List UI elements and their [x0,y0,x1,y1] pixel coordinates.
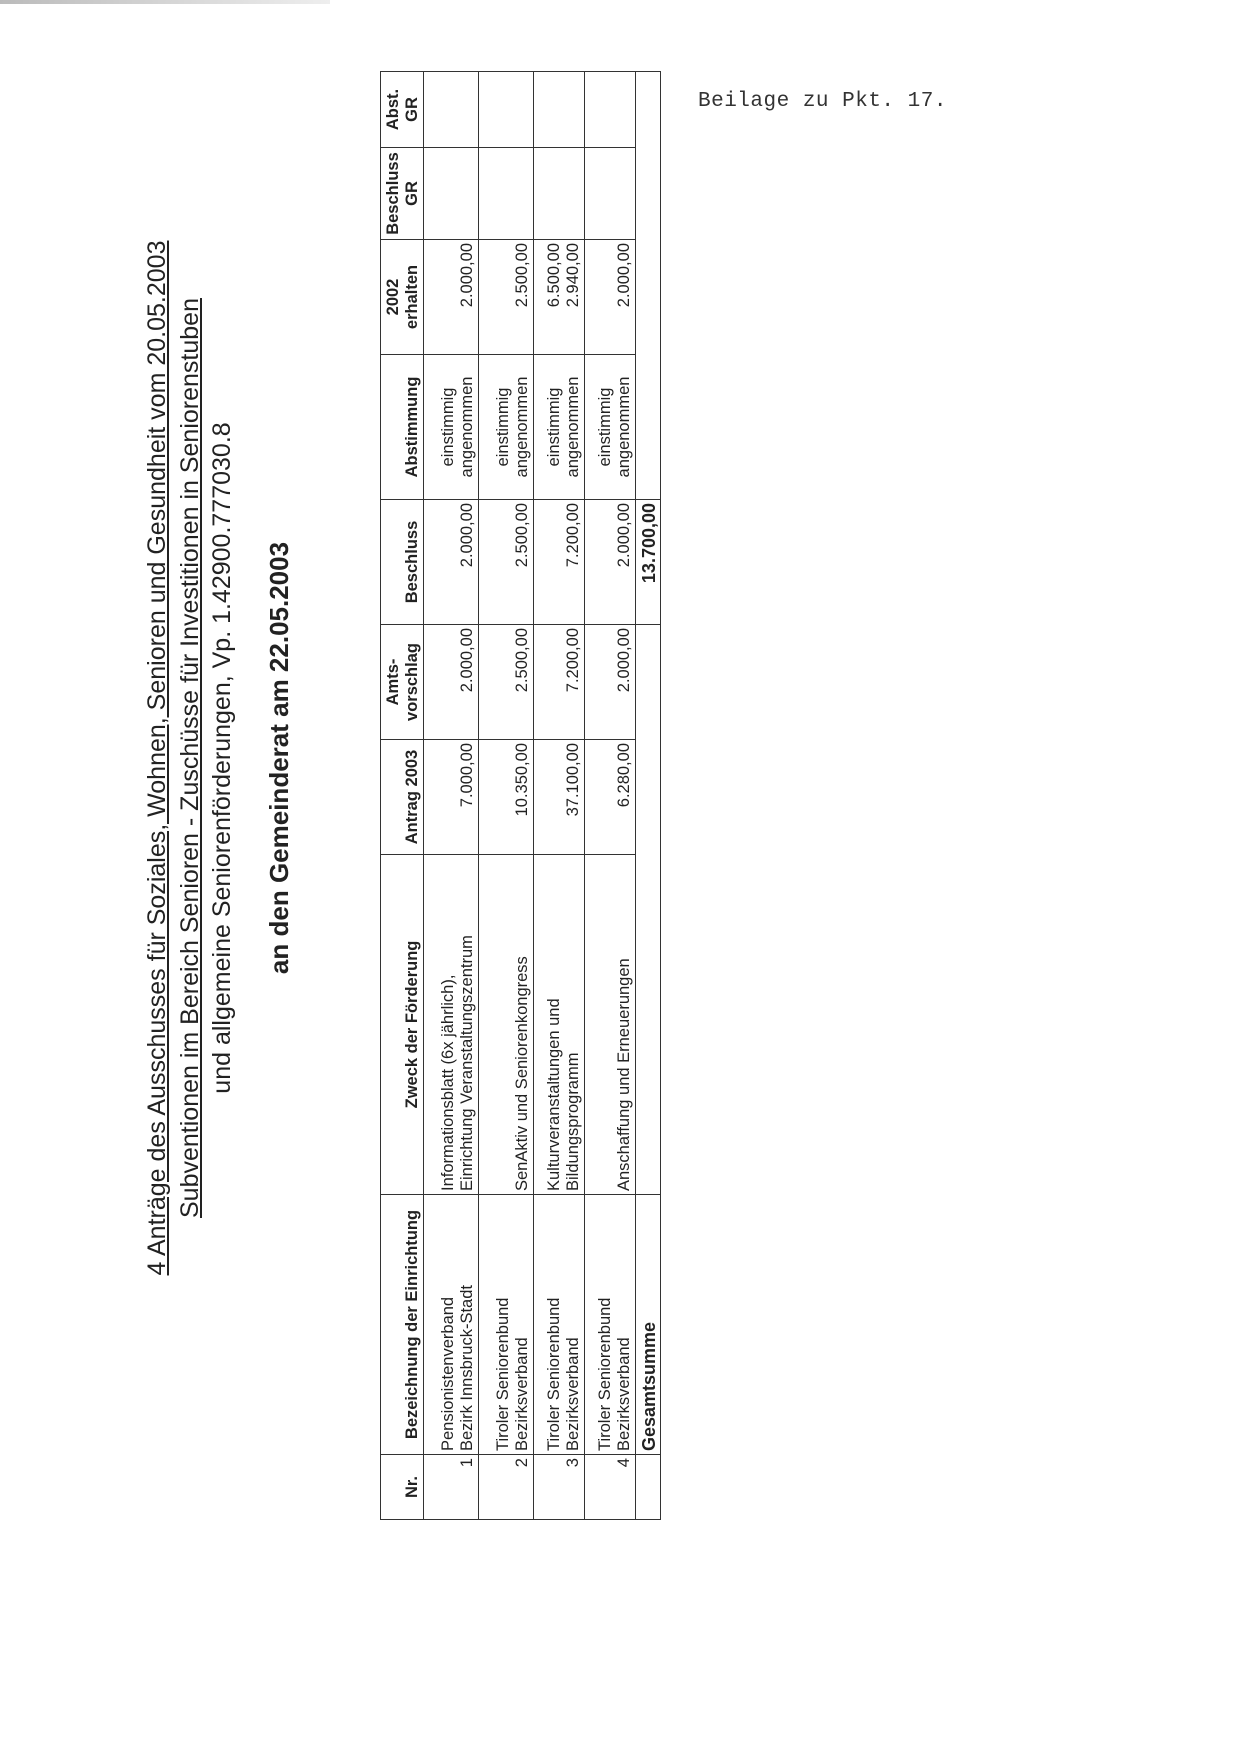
cell-amtsvorschlag: 2.500,00 [478,624,534,740]
cell-antrag: 7.000,00 [423,739,479,855]
header-antrag: Antrag 2003 [380,739,424,855]
cell-abstimmung: einstimmig angenommen [584,354,636,500]
scan-edge [0,0,330,4]
cell-zweck: Kulturveranstaltungen und Bildungsprogram… [533,854,585,1195]
cell-abst-gr [423,71,479,148]
table-row: 3 Tiroler Seniorenbund Bezirksverband Kul… [533,71,585,1520]
cell-beschluss-gr [423,147,479,240]
cell-zweck: Anschaffung und Erneuerungen [584,854,636,1195]
table-row: 2 Tiroler Seniorenbund Bezirksverband Sen… [478,71,534,1520]
cell-nr: 4 [584,1454,636,1520]
cell-beschluss-gr [533,147,585,240]
total-blank [635,624,661,1195]
cell-bezeichnung: Tiroler Seniorenbund Bezirksverband [584,1194,636,1455]
header-bezeichnung: Bezeichnung der Einrichtung [380,1194,424,1455]
table-row: 1 Pensionistenverband Bezirk Innsbruck-St… [423,71,479,1520]
cell-beschluss: 7.200,00 [533,499,585,625]
header-abstimmung: Abstimmung [380,354,424,500]
title-line-2: Subventionen im Bereich Senioren - Zusch… [176,298,204,1218]
cell-erhalten: 2.000,00 [423,239,479,355]
cell-bezeichnung: Tiroler Seniorenbund Bezirksverband [533,1194,585,1455]
header-abst-gr: Abst. GR [380,71,424,148]
cell-amtsvorschlag: 7.200,00 [533,624,585,740]
table-row: 4 Tiroler Seniorenbund Bezirksverband Ans… [584,71,636,1520]
cell-abstimmung: einstimmig angenommen [533,354,585,500]
header-row: Nr. Bezeichnung der Einrichtung Zweck de… [380,71,424,1520]
header-beschluss: Beschluss [380,499,424,625]
cell-erhalten: 2.500,00 [478,239,534,355]
cell-bezeichnung: Pensionistenverband Bezirk Innsbruck-Stad… [423,1194,479,1455]
total-row: Gesamtsumme 13.700,00 [635,71,661,1520]
title-line-1: 4 Anträge des Ausschusses für Soziales, … [143,240,171,1276]
header-nr: Nr. [380,1454,424,1520]
cell-antrag: 6.280,00 [584,739,636,855]
cell-beschluss: 2.000,00 [423,499,479,625]
total-nr [635,1454,661,1520]
cell-beschluss: 2.500,00 [478,499,534,625]
title-line-3: und allgemeine Seniorenförderungen, Vp. … [208,422,236,1094]
cell-zweck: SenAktiv und Seniorenkongress [478,854,534,1195]
cell-nr: 3 [533,1454,585,1520]
cell-abstimmung: einstimmig angenommen [423,354,479,500]
header-amtsvorschlag: Amts-vorschlag [380,624,424,740]
header-zweck: Zweck der Förderung [380,854,424,1195]
cell-zweck: Informationsblatt (6x jährlich), Einricht… [423,854,479,1195]
cell-bezeichnung: Tiroler Seniorenbund Bezirksverband [478,1194,534,1455]
cell-nr: 1 [423,1454,479,1520]
header-erhalten: 2002 erhalten [380,239,424,355]
total-rest [635,71,661,500]
subsidy-table: Nr. Bezeichnung der Einrichtung Zweck de… [380,71,661,1520]
cell-beschluss-gr [478,147,534,240]
cell-abstimmung: einstimmig angenommen [478,354,534,500]
title-block: 4 Anträge des Ausschusses für Soziales, … [140,108,295,1408]
cell-beschluss-gr [584,147,636,240]
annex-note: Beilage zu Pkt. 17. [698,90,947,113]
cell-amtsvorschlag: 2.000,00 [584,624,636,740]
header-beschluss-gr: Beschluss GR [380,147,424,240]
cell-erhalten: 2.000,00 [584,239,636,355]
cell-abst-gr [533,71,585,148]
cell-beschluss: 2.000,00 [584,499,636,625]
cell-antrag: 37.100,00 [533,739,585,855]
cell-antrag: 10.350,00 [478,739,534,855]
total-beschluss: 13.700,00 [635,499,661,625]
total-label: Gesamtsumme [635,1194,661,1455]
cell-abst-gr [584,71,636,148]
cell-erhalten: 6.500,00 2.940,00 [533,239,585,355]
rotated-page: 4 Anträge des Ausschusses für Soziales, … [140,58,1010,1528]
cell-abst-gr [478,71,534,148]
title-line-4: an den Gemeinderat am 22.05.2003 [264,541,294,975]
cell-nr: 2 [478,1454,534,1520]
cell-amtsvorschlag: 2.000,00 [423,624,479,740]
